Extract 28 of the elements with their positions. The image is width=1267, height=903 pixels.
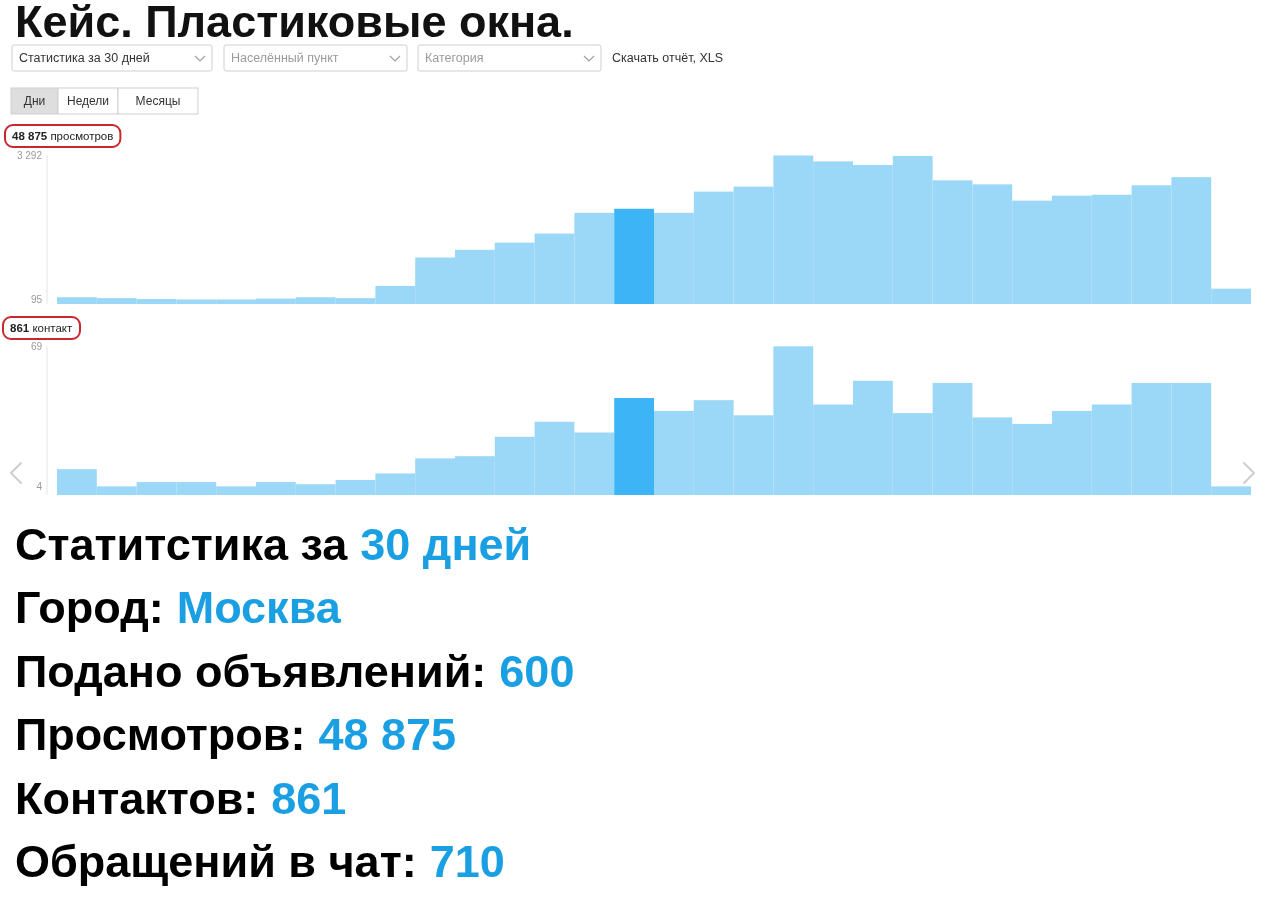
button: Месяцы bbox=[117, 87, 199, 115]
y-tick-label: 4 bbox=[36, 480, 43, 492]
dropdown: Населённый пункт bbox=[223, 44, 408, 72]
text: Статитстика за bbox=[15, 519, 349, 570]
text: 861 bbox=[271, 772, 347, 824]
text: 48 875 bbox=[318, 709, 457, 761]
dropdown: Категория bbox=[417, 44, 602, 72]
y-tick-label: 3 292 bbox=[16, 149, 43, 161]
text: Кейс. Пластиковые окна. bbox=[15, 0, 574, 47]
chart-title: 861 контакт bbox=[10, 322, 73, 334]
button: Недели bbox=[57, 87, 119, 115]
text: Контактов: bbox=[15, 772, 259, 824]
text: Просмотров: bbox=[15, 709, 306, 761]
y-tick-label: 95 bbox=[30, 294, 43, 306]
text: Москва bbox=[176, 582, 342, 634]
text: Город: bbox=[15, 582, 164, 634]
text: 710 bbox=[429, 836, 505, 887]
dropdown: Статистика за 30 дней bbox=[11, 44, 213, 72]
text: Обращений в чат: bbox=[15, 836, 417, 887]
chart-title: 48 875 просмотров bbox=[12, 130, 114, 142]
bar bbox=[614, 398, 654, 495]
bar bbox=[614, 208, 654, 304]
y-tick-label: 69 bbox=[30, 340, 43, 352]
text: 600 bbox=[499, 645, 575, 697]
button: Дни bbox=[10, 87, 59, 115]
text: 30 дней bbox=[360, 519, 532, 570]
text: Скачать отчёт, XLS bbox=[612, 51, 724, 65]
text: Подано объявлений: bbox=[15, 645, 487, 697]
